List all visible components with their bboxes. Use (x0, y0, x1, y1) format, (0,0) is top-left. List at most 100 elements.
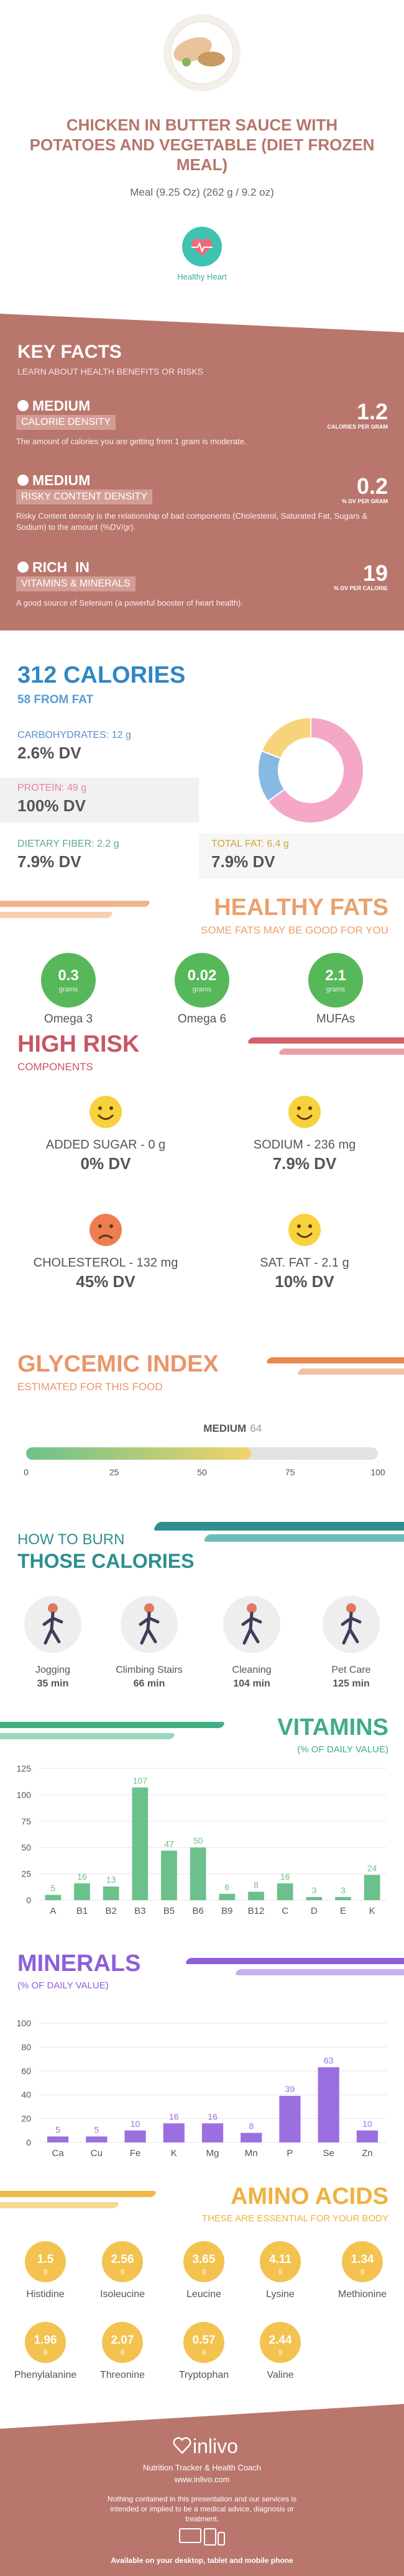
data-label: 16 (77, 1872, 87, 1882)
eye (109, 1106, 113, 1110)
face (90, 1214, 122, 1246)
fact-value: 19 (362, 560, 388, 586)
heart-badge (182, 227, 222, 266)
key-facts: KEY FACTS LEARN ABOUT HEALTH BENEFITS OR… (0, 314, 404, 630)
bubble (183, 2241, 224, 2282)
section-title: KEY FACTS (17, 342, 122, 362)
icon (17, 562, 29, 573)
y-tick-label: 25 (21, 1869, 31, 1879)
y-tick-label: 0 (26, 1895, 31, 1905)
macro-dv: 100% DV (17, 796, 86, 815)
activity-name: Climbing Stairs (116, 1665, 183, 1675)
bubble (342, 2241, 383, 2282)
bubble (260, 2241, 301, 2282)
x-tick-label: P (287, 2148, 293, 2159)
amino-bubble: 2.07g (102, 2322, 143, 2363)
x-tick-label: Se (323, 2148, 334, 2159)
risk-label: SODIUM - 236 mg (253, 1138, 356, 1152)
amino-bubble: 2.44g (260, 2322, 301, 2363)
bubble (25, 2322, 66, 2363)
fact-unit: CALORIES PER GRAM (327, 424, 388, 430)
risk-label: SAT. FAT - 2.1 g (260, 1256, 349, 1270)
donut-segment (267, 716, 364, 824)
risk-label: CHOLESTEROL - 132 mg (33, 1256, 178, 1270)
amino-bubble: 0.57g (183, 2322, 224, 2363)
gauge-chart: MEDIUM 64 0 25 50 75 100 (24, 1422, 385, 1477)
face-icon (90, 1214, 122, 1246)
bar (241, 2132, 262, 2142)
fact-value: 0.2 (356, 473, 388, 499)
fat-name: MUFAs (316, 1013, 356, 1026)
url: www.inlivo.com (174, 2475, 230, 2484)
bar (219, 1893, 236, 1900)
bar (132, 1787, 149, 1900)
calories-title: 312 CALORIES (17, 662, 186, 688)
y-tick-label: 40 (21, 2090, 31, 2100)
amino-value: 2.07 (111, 2334, 134, 2347)
bar (318, 2067, 339, 2142)
chart-title: VITAMINS (277, 1714, 388, 1741)
x-tick-label: 0 (24, 1467, 29, 1477)
data-label: 8 (249, 2121, 254, 2131)
eye (308, 1106, 312, 1110)
amino-value: 4.11 (269, 2253, 292, 2266)
data-label: 3 (341, 1885, 346, 1895)
fact-name: CALORIE DENSITY (16, 415, 116, 430)
y-tick-label: 0 (26, 2137, 31, 2147)
fact-value: 1.2 (356, 399, 388, 424)
fat-name: Omega 6 (177, 1013, 227, 1026)
high-risk: HIGH RISK COMPONENTS ADDED SUGAR - 0 g 0%… (0, 1025, 404, 1336)
macro-label: DIETARY FIBER: 2.2 g (17, 839, 119, 849)
y-tick-label: 100 (17, 2018, 32, 2028)
x-tick-label: B5 (163, 1906, 175, 1916)
bubble (25, 2241, 66, 2282)
fact-icon (17, 400, 29, 411)
amino-name: Threonine (99, 2370, 145, 2380)
amino-unit: g (121, 2348, 124, 2355)
amino-name: Methionine (337, 2289, 387, 2300)
section-title-2: THOSE CALORIES (17, 1550, 195, 1572)
calories-from-fat: 58 FROM FAT (17, 693, 94, 706)
amino-unit: g (360, 2267, 364, 2275)
bar (163, 2123, 185, 2142)
macro-label: TOTAL FAT: 6.4 g (211, 839, 289, 849)
vitamins: VITAMINS (% OF DAILY VALUE) 0 25 50 75 100 12… (0, 1708, 404, 1926)
section-subtitle: THESE ARE ESSENTIAL FOR YOUR BODY (201, 2213, 388, 2224)
bubble (175, 953, 229, 1008)
y-tick-label: 20 (21, 2114, 31, 2124)
bar-chart: 0 20 40 60 80 100 5 Ca 5 Cu 10 Fe 16 K 16 Mg 8 Mn 39 P 63 Se 1… (17, 2018, 387, 2159)
glycemic-index: GLYCEMIC INDEX ESTIMATED FOR THIS FOOD M… (0, 1345, 404, 1494)
eye (98, 1224, 102, 1228)
amino-value: 1.5 (37, 2253, 54, 2266)
serving: Meal (9.25 Oz) (262 g / 9.2 oz) (130, 186, 274, 198)
data-label: 16 (208, 2111, 218, 2121)
eye (297, 1106, 301, 1110)
badge-label: Healthy Heart (177, 272, 227, 281)
head (346, 1603, 356, 1613)
head (247, 1603, 257, 1613)
hero-image (163, 14, 241, 91)
section-title: GLYCEMIC INDEX (17, 1351, 219, 1377)
y-tick-label: 60 (21, 2066, 31, 2076)
mouth (296, 1232, 313, 1238)
bar (47, 2136, 69, 2142)
x-tick-label: Mn (245, 2148, 258, 2159)
amino-value: 1.34 (351, 2253, 374, 2266)
activity-icon (223, 1596, 280, 1653)
mouth (98, 1234, 114, 1240)
x-tick-label: Fe (130, 2148, 141, 2159)
logo-icon (173, 2437, 191, 2454)
section-subtitle: COMPONENTS (17, 1061, 93, 1073)
amino-value: 1.96 (34, 2334, 57, 2347)
amino-value: 3.65 (193, 2253, 216, 2266)
x-tick-label: B3 (134, 1906, 145, 1916)
risk-dv: 10% DV (275, 1272, 334, 1291)
y-tick-label: 75 (21, 1816, 31, 1826)
activity-time: 104 min (233, 1678, 270, 1689)
x-tick-label: 25 (109, 1467, 119, 1477)
x-tick-label: C (282, 1906, 288, 1916)
amino-unit: g (202, 2348, 206, 2355)
eye (297, 1224, 301, 1228)
fat-bubble: 0.3 grams (41, 953, 96, 1008)
